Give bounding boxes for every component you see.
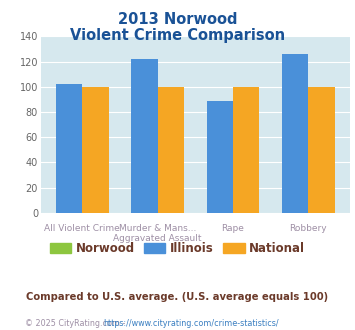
Text: All Violent Crime: All Violent Crime: [44, 224, 120, 233]
Text: Murder & Mans...: Murder & Mans...: [119, 224, 196, 233]
Bar: [308, 87, 335, 213]
Bar: [82, 87, 109, 213]
Text: Compared to U.S. average. (U.S. average equals 100): Compared to U.S. average. (U.S. average …: [26, 292, 329, 302]
Text: Aggravated Assault: Aggravated Assault: [113, 234, 202, 243]
Text: Rape: Rape: [222, 224, 244, 233]
Bar: [233, 87, 259, 213]
Text: https://www.cityrating.com/crime-statistics/: https://www.cityrating.com/crime-statist…: [103, 319, 279, 328]
Bar: [158, 87, 184, 213]
Text: 2013 Norwood: 2013 Norwood: [118, 12, 237, 26]
Text: © 2025 CityRating.com -: © 2025 CityRating.com -: [25, 319, 128, 328]
Bar: [56, 84, 82, 213]
Bar: [282, 54, 308, 213]
Legend: Norwood, Illinois, National: Norwood, Illinois, National: [45, 237, 310, 260]
Text: Robbery: Robbery: [289, 224, 327, 233]
Text: Violent Crime Comparison: Violent Crime Comparison: [70, 28, 285, 43]
Bar: [207, 101, 233, 213]
Bar: [131, 59, 158, 213]
